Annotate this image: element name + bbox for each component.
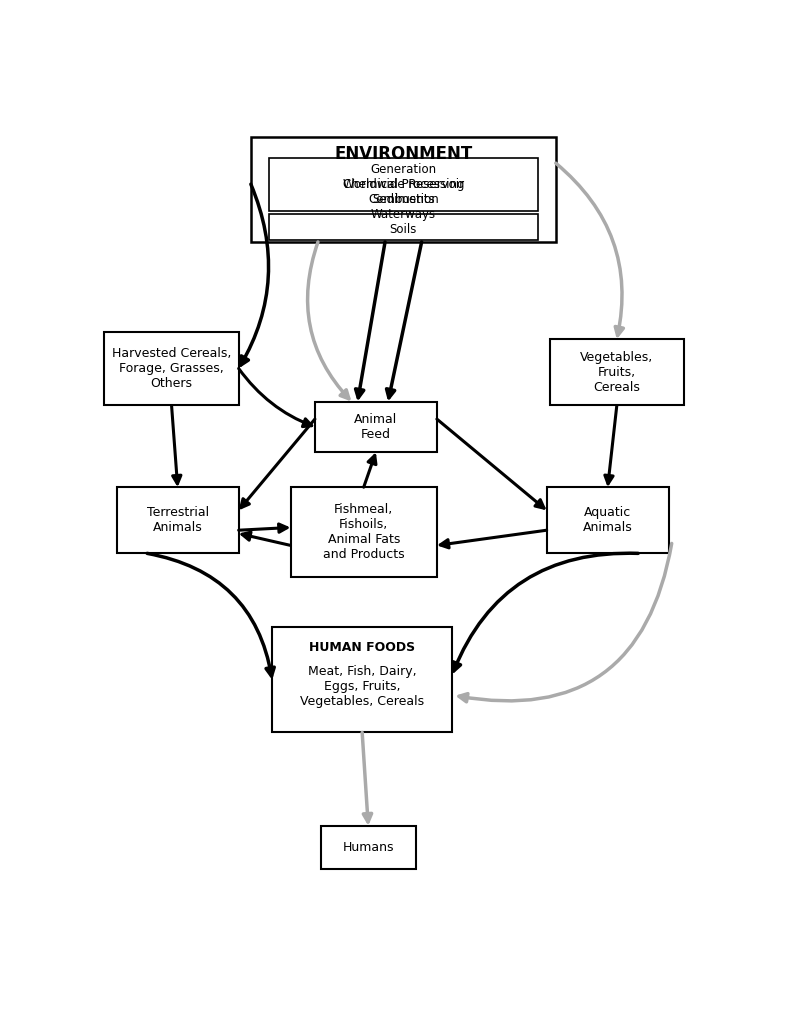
FancyBboxPatch shape [290, 487, 437, 576]
Text: Meat, Fish, Dairy,
Eggs, Fruits,
Vegetables, Cereals: Meat, Fish, Dairy, Eggs, Fruits, Vegetab… [300, 664, 424, 708]
Text: Worldwide Reservoir
Sediments
Waterways
Soils: Worldwide Reservoir Sediments Waterways … [343, 178, 464, 237]
Text: Vegetables,
Fruits,
Cereals: Vegetables, Fruits, Cereals [580, 351, 653, 394]
FancyBboxPatch shape [321, 826, 416, 868]
FancyBboxPatch shape [105, 332, 238, 405]
FancyBboxPatch shape [272, 627, 452, 732]
FancyBboxPatch shape [269, 214, 538, 240]
Text: Fishmeal,
Fishoils,
Animal Fats
and Products: Fishmeal, Fishoils, Animal Fats and Prod… [323, 502, 405, 561]
Text: HUMAN FOODS: HUMAN FOODS [309, 641, 416, 654]
Text: Terrestrial
Animals: Terrestrial Animals [146, 507, 209, 534]
FancyBboxPatch shape [550, 340, 684, 405]
FancyBboxPatch shape [116, 487, 238, 553]
Text: Generation
Chemical Processing
Combustion: Generation Chemical Processing Combustio… [342, 163, 464, 206]
FancyBboxPatch shape [547, 487, 669, 553]
Text: ENVIRONMENT: ENVIRONMENT [334, 145, 472, 163]
FancyBboxPatch shape [269, 158, 538, 211]
Text: Harvested Cereals,
Forage, Grasses,
Others: Harvested Cereals, Forage, Grasses, Othe… [112, 347, 231, 390]
Text: Humans: Humans [342, 841, 394, 853]
FancyBboxPatch shape [315, 401, 437, 452]
FancyBboxPatch shape [251, 136, 556, 242]
Text: Animal
Feed: Animal Feed [354, 412, 397, 441]
Text: Aquatic
Animals: Aquatic Animals [583, 507, 633, 534]
